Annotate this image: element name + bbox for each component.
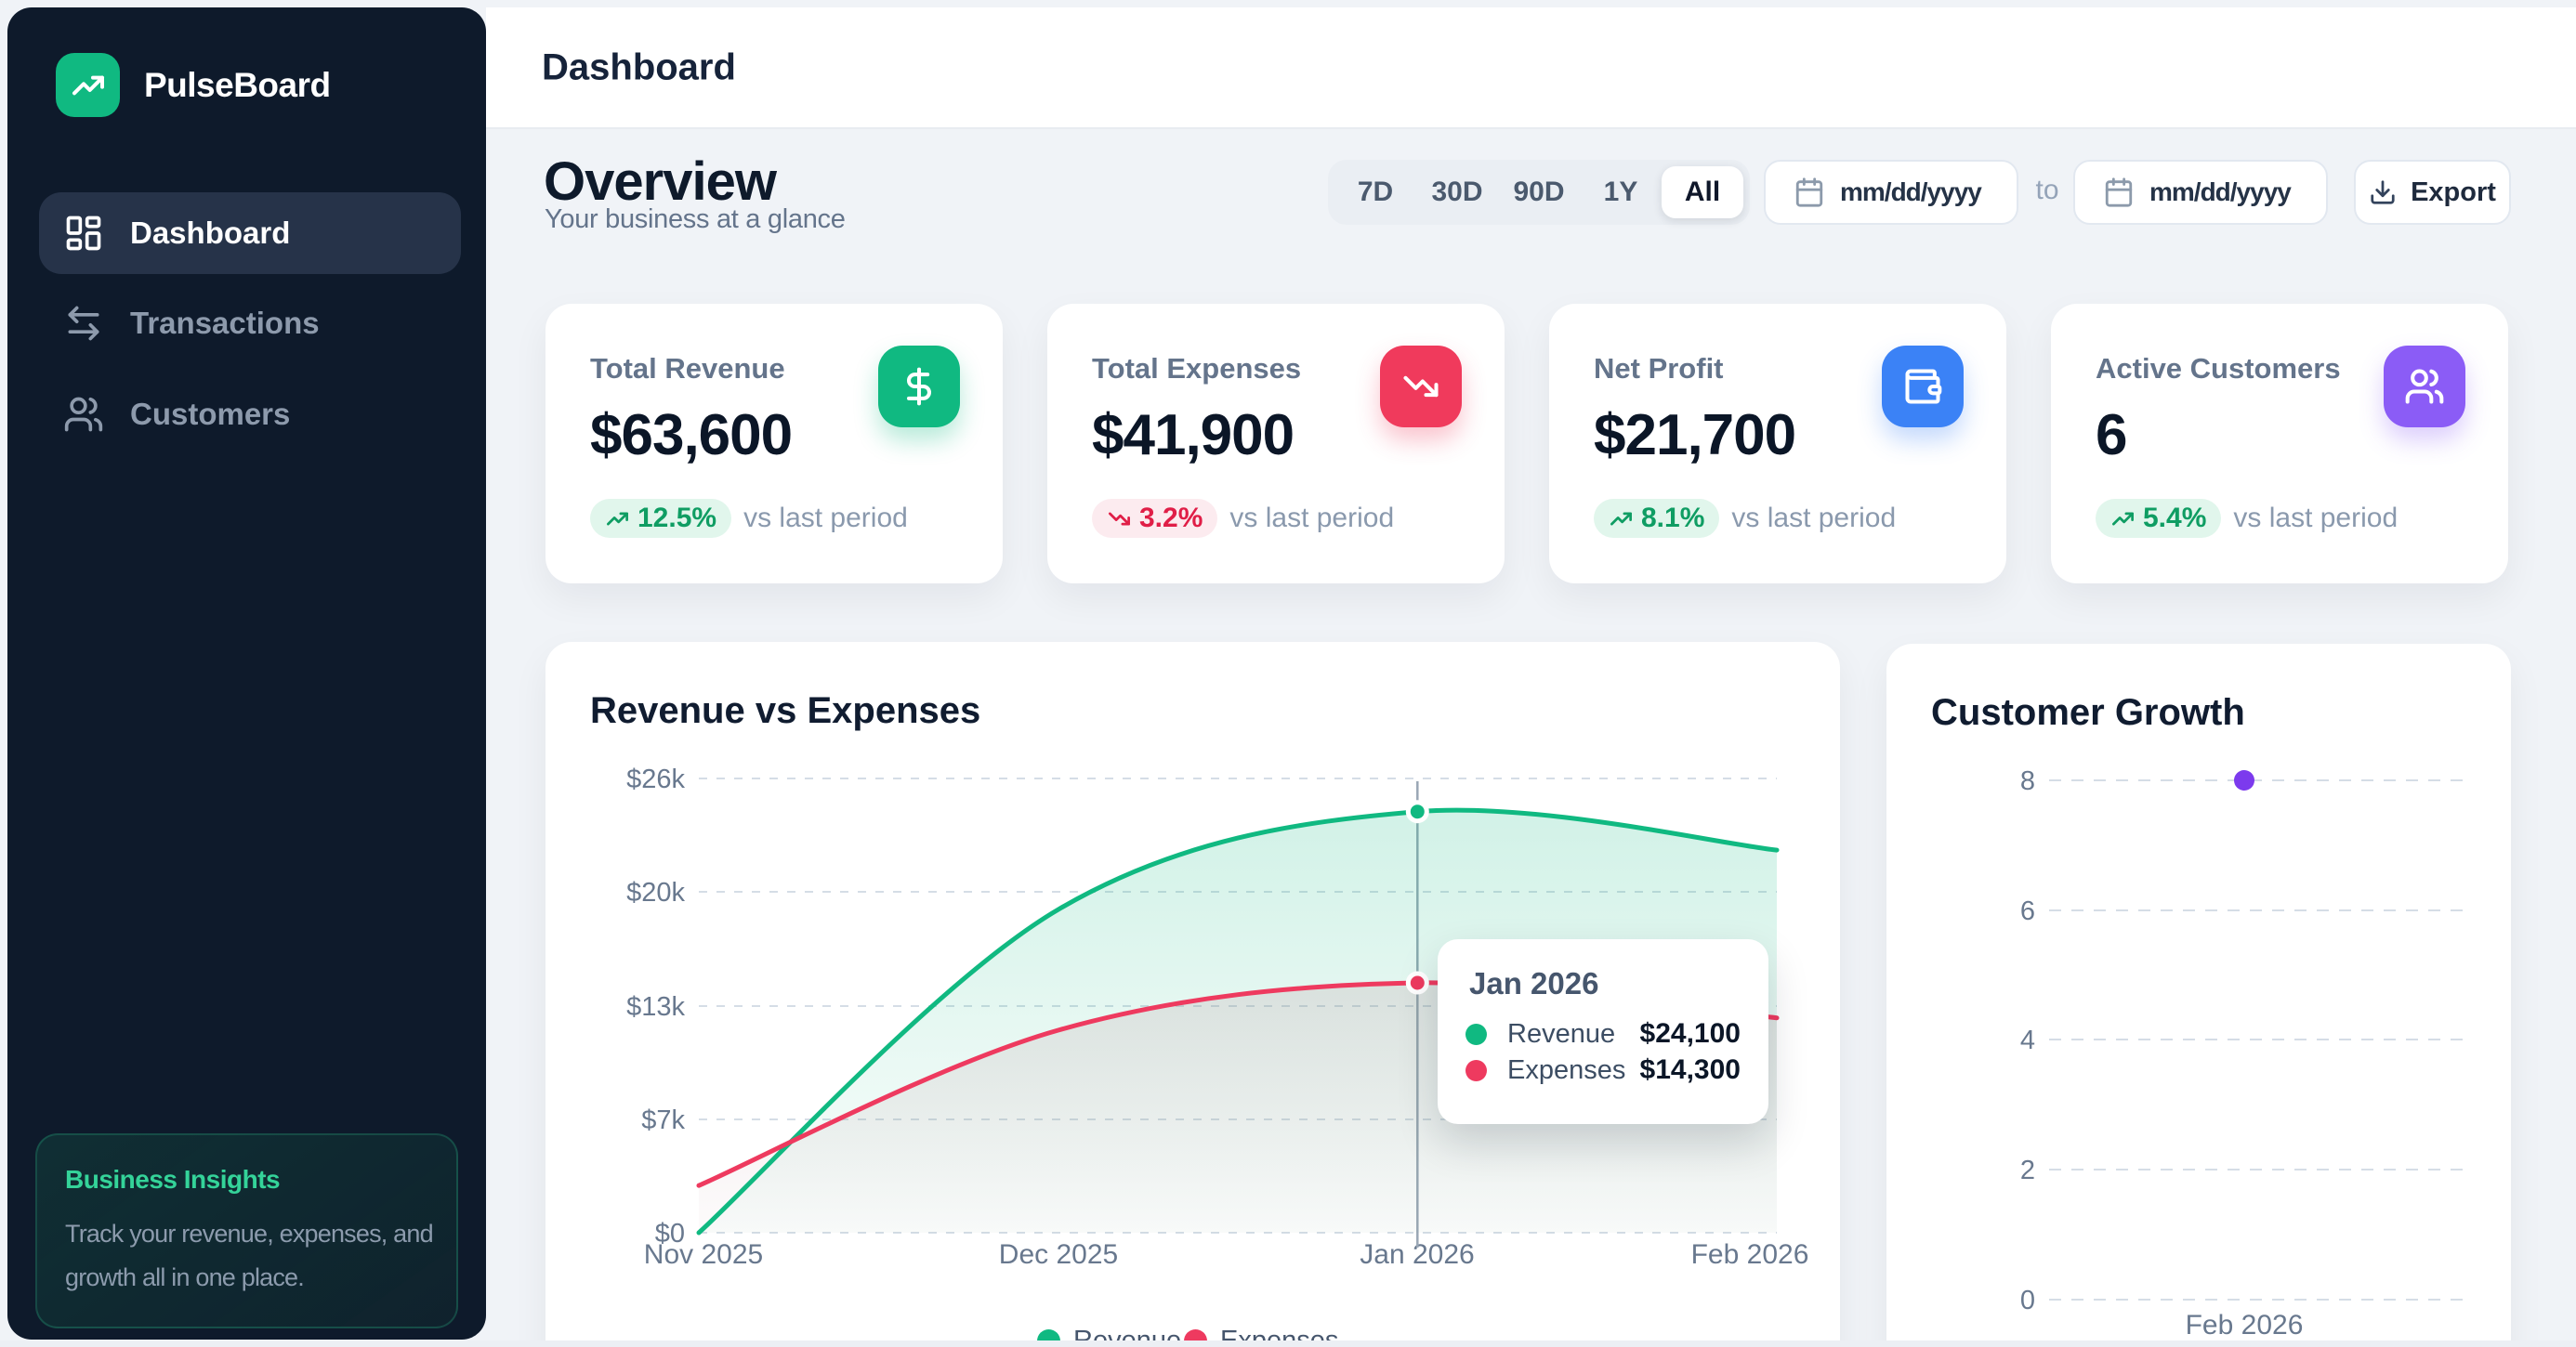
svg-text:$7k: $7k xyxy=(641,1105,685,1135)
svg-text:6: 6 xyxy=(2020,896,2035,926)
svg-text:$26k: $26k xyxy=(626,765,685,794)
svg-text:Feb 2026: Feb 2026 xyxy=(2186,1310,2304,1340)
svg-text:Nov 2025: Nov 2025 xyxy=(644,1239,763,1270)
svg-text:$13k: $13k xyxy=(626,992,685,1022)
svg-text:$0: $0 xyxy=(655,1219,685,1249)
svg-text:4: 4 xyxy=(2020,1026,2035,1055)
svg-text:Feb 2026: Feb 2026 xyxy=(1691,1239,1809,1270)
svg-text:2: 2 xyxy=(2020,1156,2035,1185)
svg-text:8: 8 xyxy=(2020,766,2035,796)
svg-text:Dec 2025: Dec 2025 xyxy=(999,1239,1118,1270)
svg-text:0: 0 xyxy=(2020,1286,2035,1315)
svg-text:$20k: $20k xyxy=(626,878,685,908)
